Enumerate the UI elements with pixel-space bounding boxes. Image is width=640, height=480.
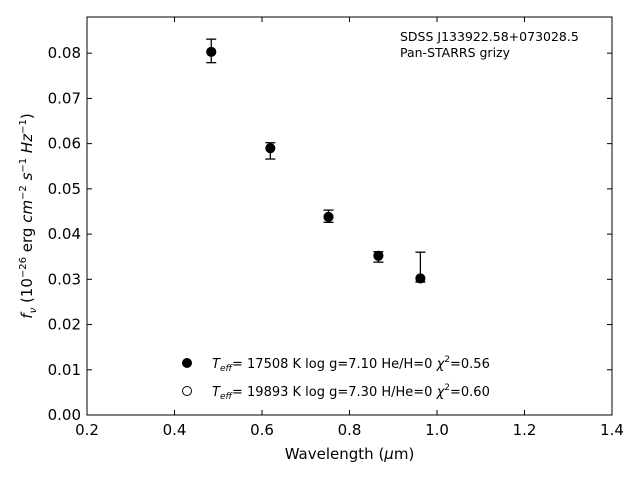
x-tick-label: 1.2 [513, 421, 537, 439]
y-tick-label: 0.03 [48, 270, 81, 288]
annotation-object-name: SDSS J133922.58+073028.5 [400, 29, 579, 44]
x-tick-label: 0.6 [250, 421, 274, 439]
x-axis-label: Wavelength (μm) [285, 445, 415, 463]
y-tick-label: 0.08 [48, 44, 81, 62]
plot-area-frame [86, 16, 613, 416]
y-tick-label: 0.06 [48, 135, 81, 153]
x-tick-label: 1.0 [425, 421, 449, 439]
axis-ticks: 0.2 0.4 0.6 0.8 1.0 1.2 1.4 0.00 0.01 0.02 0.03 0.0… [48, 17, 624, 439]
model-points [206, 46, 426, 284]
y-tick-label: 0.04 [48, 225, 81, 243]
model-point-open [323, 211, 334, 222]
legend-marker [182, 386, 192, 396]
model-point-open [373, 250, 384, 261]
y-tick-label: 0.05 [48, 180, 81, 198]
y-tick-label: 0.02 [48, 316, 81, 334]
y-tick-label: 0.00 [48, 406, 81, 424]
legend-marker [182, 358, 192, 368]
legend: Teff= 17508 K log g=7.10 He/H=0 χ2=0.56 T… [182, 355, 490, 402]
annotation-survey: Pan-STARRS grizy [400, 45, 511, 60]
x-tick-label: 0.2 [75, 421, 99, 439]
x-tick-label: 0.4 [163, 421, 187, 439]
model-point-open [415, 273, 426, 284]
legend-label: Teff= 17508 K log g=7.10 He/H=0 χ2=0.56 [212, 355, 490, 374]
error-bars [206, 38, 426, 283]
x-tick-label: 0.8 [338, 421, 362, 439]
model-point-open [206, 46, 217, 57]
y-tick-label: 0.01 [48, 361, 81, 379]
y-tick-label: 0.07 [48, 89, 81, 107]
legend-label: Teff= 19893 K log g=7.30 H/He=0 χ2=0.60 [212, 383, 490, 402]
y-axis-label: fν (10−26 erg cm−2 s−1 Hz−1) [18, 113, 39, 318]
model-point-open [265, 143, 276, 154]
x-tick-label: 1.4 [600, 421, 624, 439]
